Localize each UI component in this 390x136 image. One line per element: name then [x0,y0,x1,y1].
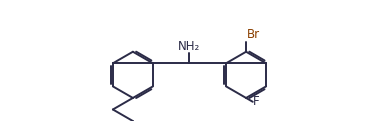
Text: Br: Br [247,28,260,41]
Text: NH₂: NH₂ [178,40,200,53]
Text: F: F [253,95,260,108]
